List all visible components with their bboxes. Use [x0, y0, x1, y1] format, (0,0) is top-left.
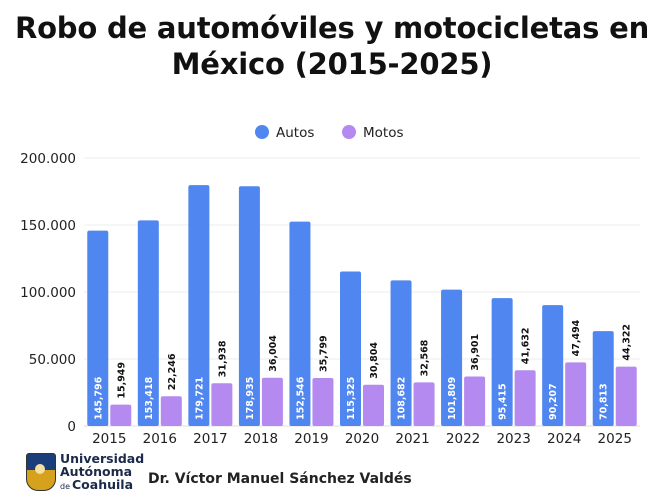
- x-tick-label: 2016: [143, 431, 177, 447]
- data-label-motos: 44,322: [622, 324, 633, 361]
- bar-autos: [137, 220, 159, 426]
- bar-autos: [87, 230, 109, 426]
- y-tick-label: 150.000: [20, 218, 76, 234]
- x-tick-label: 2024: [547, 431, 581, 447]
- y-tick-label: 0: [67, 419, 76, 435]
- author-name: Dr. Víctor Manuel Sánchez Valdés: [148, 471, 412, 487]
- university-name: Universidad Autónoma de Coahuila: [60, 452, 144, 493]
- y-tick-label: 100.000: [20, 285, 76, 301]
- data-label-motos: 15,949: [116, 362, 127, 399]
- bar-motos: [464, 376, 486, 426]
- bar-autos: [289, 221, 311, 426]
- bar-autos: [592, 331, 614, 426]
- logo-line-2: Autónoma: [60, 463, 133, 479]
- data-label-autos: 153,418: [144, 376, 155, 420]
- data-label-autos: 152,546: [295, 376, 306, 420]
- university-logo: Universidad Autónoma de Coahuila: [26, 452, 144, 493]
- bar-motos: [565, 362, 587, 426]
- data-label-autos: 178,935: [245, 377, 256, 420]
- legend-marker-motos: [342, 125, 356, 139]
- university-seal-icon: [26, 453, 56, 491]
- x-tick-label: 2015: [92, 431, 126, 447]
- bar-motos: [160, 396, 182, 426]
- data-label-autos: 101,809: [447, 377, 458, 420]
- bar-motos: [413, 382, 435, 426]
- bar-autos: [340, 271, 361, 426]
- x-tick-label: 2025: [598, 431, 632, 447]
- data-label-autos: 179,721: [194, 377, 205, 420]
- data-label-motos: 32,568: [420, 339, 431, 376]
- bar-autos: [441, 289, 463, 426]
- bar-motos: [211, 383, 233, 426]
- data-label-autos: 145,796: [93, 376, 104, 420]
- x-tick-label: 2022: [446, 431, 480, 447]
- bar-motos: [110, 404, 132, 426]
- data-label-autos: 70,813: [599, 383, 610, 420]
- data-label-motos: 35,799: [318, 335, 329, 372]
- data-label-motos: 36,004: [268, 335, 279, 372]
- title-line-1: Robo de automóviles y motocicletas en: [14, 11, 650, 45]
- data-label-autos: 95,415: [498, 383, 509, 420]
- data-label-autos: 115,325: [346, 377, 357, 420]
- bar-autos: [188, 185, 210, 426]
- bar-autos: [238, 186, 260, 426]
- data-label-motos: 41,632: [521, 328, 532, 365]
- y-tick-label: 200.000: [20, 151, 76, 167]
- data-label-autos: 90,207: [548, 383, 559, 420]
- data-label-motos: 22,246: [167, 353, 178, 390]
- bar-autos: [491, 298, 513, 426]
- x-tick-label: 2019: [294, 431, 328, 447]
- data-label-motos: 31,938: [217, 340, 228, 377]
- data-label-motos: 36,901: [470, 334, 481, 371]
- y-tick-label: 50.000: [29, 352, 76, 368]
- bar-motos: [261, 377, 283, 426]
- x-tick-label: 2018: [244, 431, 278, 447]
- bar-motos: [363, 384, 384, 426]
- bar-chart: 0 50.000 100.000 150.000 200.000 Autos Motos 14…: [20, 125, 640, 447]
- bar-motos: [312, 378, 334, 426]
- x-tick-label: 2017: [193, 431, 227, 447]
- x-tick-label: 2020: [345, 431, 379, 447]
- data-label-autos: 108,682: [397, 377, 408, 420]
- logo-line-3: de Coahuila: [60, 478, 144, 493]
- chart-title: Robo de automóviles y motocicletas en Mé…: [0, 10, 664, 82]
- bar-motos: [615, 366, 637, 426]
- bar-autos: [390, 280, 412, 426]
- logo-line-3-small: de: [60, 481, 70, 491]
- x-tick-label: 2021: [395, 431, 429, 447]
- logo-line-3-main: Coahuila: [72, 476, 133, 492]
- bar-autos: [542, 305, 564, 426]
- logo-line-1: Universidad: [60, 450, 145, 466]
- data-label-motos: 30,804: [369, 342, 380, 379]
- bar-motos: [514, 370, 536, 426]
- data-label-motos: 47,494: [571, 319, 582, 356]
- footer: Universidad Autónoma de Coahuila: [26, 452, 144, 492]
- legend-label-autos: Autos: [276, 125, 314, 141]
- title-line-2: México (2015-2025): [171, 47, 493, 81]
- legend-marker-autos: [255, 125, 269, 139]
- x-tick-label: 2023: [496, 431, 530, 447]
- legend-label-motos: Motos: [363, 125, 404, 141]
